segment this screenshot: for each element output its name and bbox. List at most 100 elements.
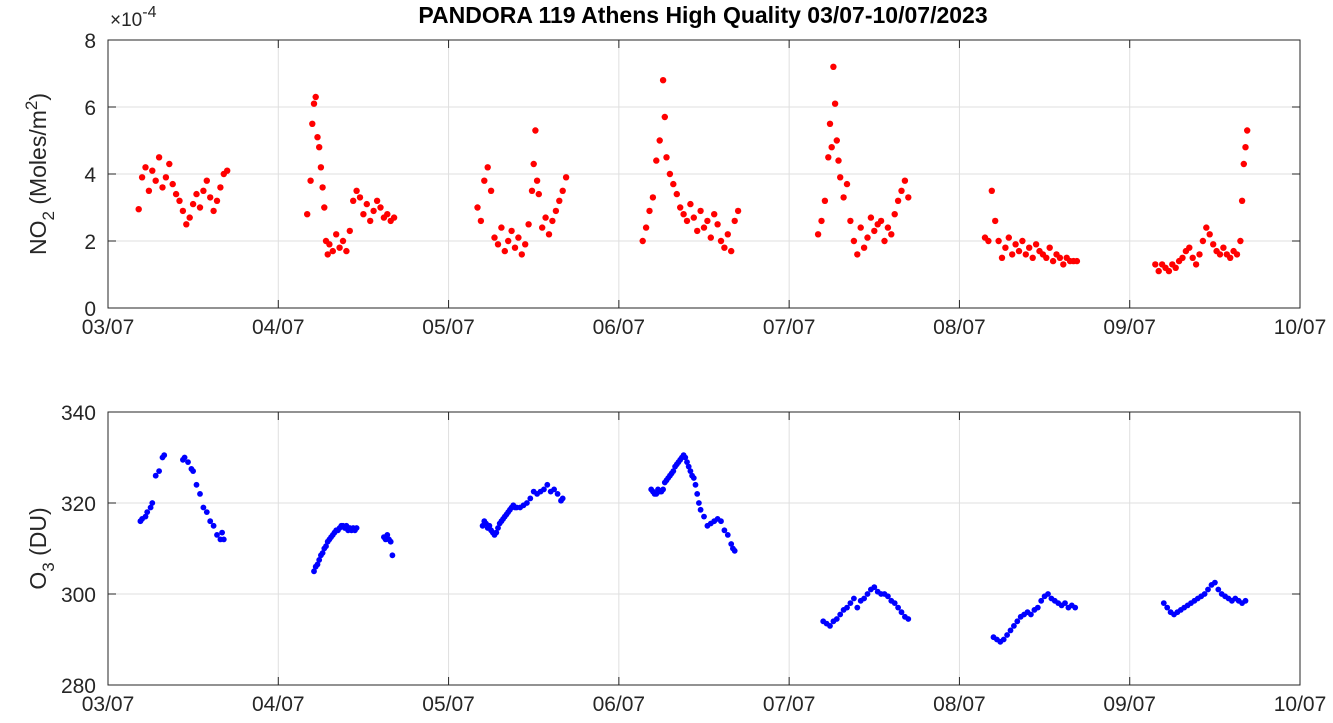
no2-point (556, 197, 563, 204)
no2-point (149, 167, 156, 174)
no2-point (1216, 251, 1224, 258)
no2-point (481, 177, 488, 184)
no2-point (1179, 254, 1186, 261)
no2-point (843, 180, 851, 188)
o3-point (694, 491, 701, 497)
no2-point (825, 154, 832, 161)
no2-point (814, 231, 822, 238)
no2-point (1237, 237, 1244, 245)
o3-point (690, 475, 697, 481)
no2-point (518, 251, 525, 258)
no2-point (343, 247, 350, 255)
no2-point (377, 204, 384, 211)
o3-point (219, 529, 226, 536)
no2-point (666, 170, 674, 178)
o3-point (1034, 604, 1041, 611)
no2-point (728, 247, 735, 255)
no2-point (1165, 267, 1173, 275)
no2-point (310, 100, 318, 107)
no2-point (312, 93, 319, 101)
o3-point (701, 513, 707, 520)
no2-point (210, 207, 217, 215)
no2-xtick-label: 07/07 (763, 316, 816, 339)
o3-point (210, 522, 217, 529)
no2-point (528, 187, 536, 194)
no2-point (539, 224, 546, 231)
no2-point (189, 200, 197, 208)
no2-xtick-label: 04/07 (252, 316, 305, 339)
no2-point (1199, 237, 1207, 245)
no2-point (329, 247, 336, 255)
no2-point (1005, 234, 1012, 241)
no2-point (985, 237, 992, 245)
no2-exponent-label: ×10-4 (110, 4, 157, 31)
o3-point (147, 504, 154, 511)
no2-point (840, 194, 847, 201)
no2-point (905, 194, 912, 201)
no2-point (559, 187, 566, 194)
o3-point (384, 532, 391, 538)
no2-xtick-label: 05/07 (422, 316, 475, 339)
no2-point (659, 77, 667, 84)
o3-point (724, 532, 731, 538)
no2-point (1155, 267, 1162, 275)
no2-point (653, 157, 660, 164)
o3-point (1014, 618, 1021, 625)
no2-ytick-label: 0 (84, 298, 96, 321)
o3-xtick-label: 10/07 (1274, 693, 1327, 716)
no2-point (316, 144, 323, 151)
o3-point (152, 472, 159, 479)
no2-point (1196, 251, 1203, 258)
o3-point (353, 525, 360, 531)
no2-point (818, 217, 825, 225)
no2-point (186, 214, 193, 221)
no2-point (714, 221, 721, 228)
no2-point (487, 187, 495, 194)
o3-point (692, 481, 699, 488)
o3-point (1201, 591, 1208, 597)
no2-point (333, 231, 340, 238)
o3-series (137, 452, 1249, 645)
o3-point (541, 486, 547, 493)
no2-point (367, 217, 374, 225)
o3-point (670, 468, 677, 474)
no2-point (724, 231, 731, 238)
no2-series (135, 63, 1251, 275)
o3-xtick-label: 03/07 (82, 693, 135, 716)
o3-point (905, 616, 912, 622)
o3-point (891, 600, 898, 606)
o3-point (559, 495, 566, 502)
no2-point (721, 244, 728, 251)
o3-point (316, 557, 323, 563)
no2-point (304, 211, 311, 218)
no2-point (370, 207, 377, 215)
no2-xtick-label: 03/07 (82, 316, 135, 339)
no2-point (1152, 261, 1159, 268)
o3-point (527, 495, 534, 502)
no2-ylabel: NO2 (Moles/m2) (22, 93, 58, 255)
no2-point (656, 137, 663, 144)
o3-point (323, 543, 329, 550)
o3-point (844, 604, 850, 611)
no2-point (533, 177, 541, 184)
o3-ytick-label: 300 (61, 584, 96, 607)
no2-point (697, 207, 704, 215)
o3-point (685, 463, 692, 470)
o3-point (486, 522, 493, 529)
o3-panel: 03/07 04/07 05/07 06/07 07/07 08/07 09/07 10/07… (25, 402, 1326, 716)
o3-point (1242, 597, 1249, 604)
no2-point (1203, 224, 1210, 231)
no2-point (484, 164, 491, 171)
no2-point (505, 237, 512, 245)
o3-point (1028, 611, 1034, 618)
no2-point (867, 214, 875, 221)
no2-point (390, 214, 398, 221)
no2-point (847, 217, 854, 225)
o3-point (687, 468, 694, 474)
no2-ytick-label: 6 (84, 97, 96, 120)
no2-point (176, 197, 183, 204)
no2-point (491, 234, 498, 241)
o3-point (1215, 586, 1222, 593)
o3-point (314, 561, 321, 568)
